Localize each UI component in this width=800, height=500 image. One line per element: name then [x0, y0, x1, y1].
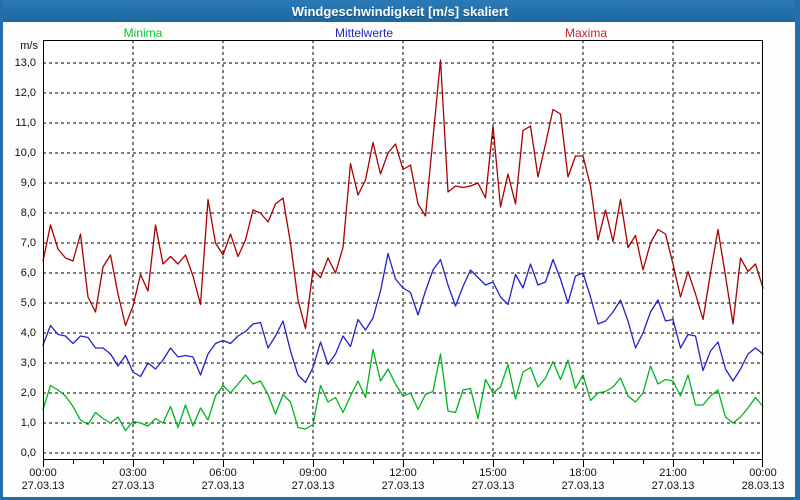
x-tick-time: 15:00: [479, 467, 507, 479]
legend-label-mittelwerte: Mittelwerte: [334, 26, 394, 40]
y-tick-label: 13,0: [14, 57, 36, 69]
x-tick-time: 03:00: [119, 467, 147, 479]
x-tick-date: 27.03.13: [381, 480, 425, 492]
x-tick-date: 27.03.13: [471, 480, 515, 492]
x-tick-date: 27.03.13: [21, 480, 65, 492]
plot-border: [43, 40, 763, 460]
series-line-minima: [42, 348, 764, 432]
y-tick-label: 10,0: [14, 147, 36, 159]
x-tick-label: 18:00 27.03.13: [543, 467, 623, 493]
legend-item-minima: Minima: [124, 26, 163, 40]
x-tick-label: 15:00 27.03.13: [453, 467, 533, 493]
x-tick-time: 09:00: [299, 467, 327, 479]
y-tick-label: 4,0: [20, 327, 36, 339]
x-tick-label: 12:00 27.03.13: [363, 467, 443, 493]
legend-item-maxima: Maxima: [565, 26, 607, 40]
x-tick-date: 27.03.13: [561, 480, 605, 492]
series-line-mittelwerte: [42, 252, 764, 384]
y-tick-label: 9,0: [20, 177, 36, 189]
x-tick-time: 00:00: [29, 467, 57, 479]
x-tick-date: 28.03.13: [741, 480, 785, 492]
y-tick-label: 12,0: [14, 87, 36, 99]
x-tick-label: 00:00 28.03.13: [723, 467, 795, 493]
y-tick-label: 11,0: [15, 117, 36, 129]
x-tick-time: 12:00: [389, 467, 417, 479]
y-tick-label: 1,0: [20, 417, 36, 429]
legend-label-minima: Minima: [123, 26, 163, 40]
x-tick-date: 27.03.13: [111, 480, 155, 492]
window-titlebar: Windgeschwindigkeit [m/s] skaliert: [3, 0, 795, 22]
y-tick-label: 8,0: [20, 207, 36, 219]
y-axis-unit-label: m/s: [20, 40, 38, 52]
x-tick-label: 06:00 27.03.13: [183, 467, 263, 493]
y-tick-label: 2,0: [20, 387, 36, 399]
x-tick-time: 21:00: [659, 467, 687, 479]
window-title: Windgeschwindigkeit [m/s] skaliert: [291, 3, 509, 19]
plot-area: [42, 40, 764, 467]
x-tick-date: 27.03.13: [201, 480, 245, 492]
x-tick-time: 06:00: [209, 467, 237, 479]
x-tick-time: 18:00: [569, 467, 597, 479]
x-tick-label: 00:00 27.03.13: [3, 467, 83, 493]
plot-svg: [42, 40, 764, 467]
x-tick-label: 03:00 27.03.13: [93, 467, 173, 493]
x-tick-time: 00:00: [749, 467, 777, 479]
series-line-maxima: [42, 59, 764, 330]
x-tick-date: 27.03.13: [651, 480, 695, 492]
x-tick-label: 21:00 27.03.13: [633, 467, 713, 493]
legend-item-mittelwerte: Mittelwerte: [335, 26, 393, 40]
y-tick-label: 0,0: [20, 447, 36, 459]
y-tick-label: 7,0: [20, 237, 36, 249]
y-tick-label: 3,0: [20, 357, 36, 369]
y-tick-label: 6,0: [20, 267, 36, 279]
x-tick-label: 09:00 27.03.13: [273, 467, 353, 493]
x-tick-date: 27.03.13: [291, 480, 335, 492]
y-tick-label: 5,0: [20, 297, 36, 309]
legend-label-maxima: Maxima: [564, 26, 608, 40]
